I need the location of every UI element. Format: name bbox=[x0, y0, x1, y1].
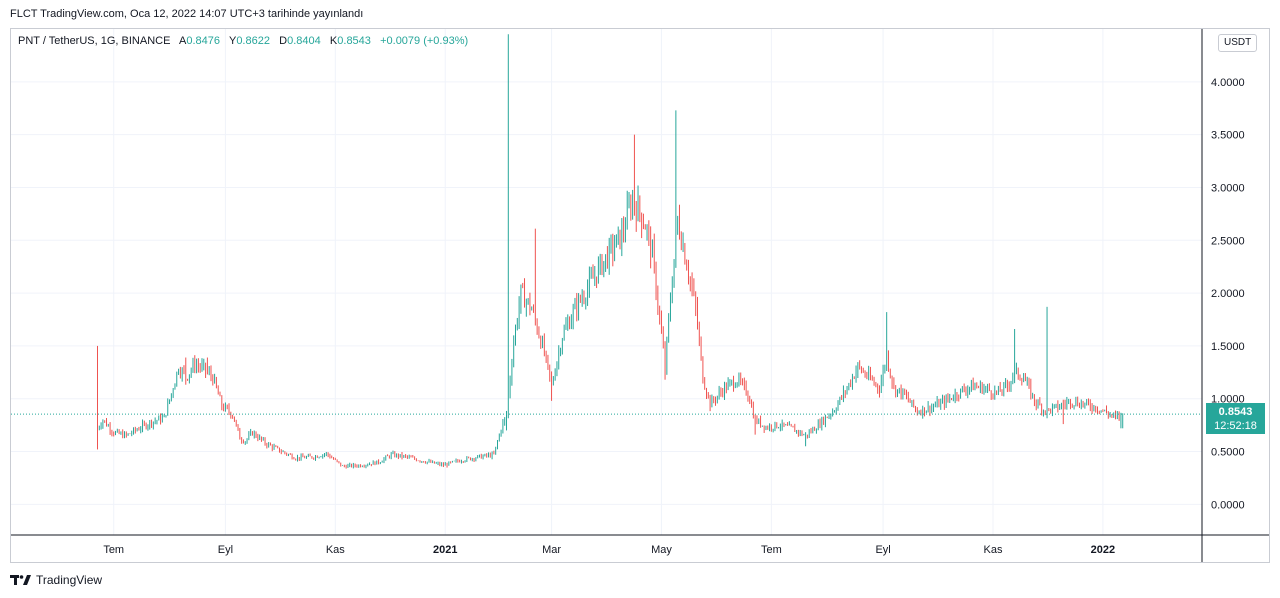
x-tick-label: Tem bbox=[103, 544, 124, 556]
currency-badge[interactable]: USDT bbox=[1218, 34, 1258, 52]
open-value: 0.8476 bbox=[186, 35, 220, 47]
x-tick-label: Eyl bbox=[218, 544, 233, 556]
close-value: 0.8543 bbox=[337, 35, 371, 47]
x-tick-label: May bbox=[651, 544, 672, 556]
low-label: D bbox=[279, 35, 288, 47]
low-value: 0.8404 bbox=[287, 35, 321, 47]
high-value: 0.8622 bbox=[236, 35, 270, 47]
y-tick-label: 0.0000 bbox=[1211, 499, 1245, 511]
x-tick-label: Eyl bbox=[875, 544, 890, 556]
open-label: A bbox=[178, 35, 187, 47]
y-tick-label: 2.0000 bbox=[1211, 288, 1245, 300]
brand-name: TradingView bbox=[36, 573, 103, 587]
x-tick-label: Tem bbox=[761, 544, 782, 556]
y-tick-label: 2.5000 bbox=[1211, 235, 1245, 247]
y-tick-label: 3.0000 bbox=[1211, 182, 1245, 194]
axes: 0.0000 0.5000 1.0000 1.5000 2.0000 2.5000 3.00… bbox=[11, 29, 1269, 562]
y-tick-label: 3.5000 bbox=[1211, 130, 1245, 142]
close-label: K bbox=[329, 35, 338, 47]
ohlc-legend: PNT / TetherUS, 1G, BINANCE A0.8476 Y0.8… bbox=[18, 35, 468, 47]
last-price-tag: 0.8543 12:52:18 bbox=[1206, 403, 1265, 434]
y-tick-label: 1.0000 bbox=[1211, 394, 1245, 406]
x-tick-label: Kas bbox=[984, 544, 1003, 556]
footer-brand[interactable]: TradingView bbox=[10, 573, 102, 587]
y-tick-label: 0.5000 bbox=[1211, 447, 1245, 459]
grid-lines bbox=[11, 29, 1202, 535]
x-tick-label: 2021 bbox=[433, 544, 457, 556]
change-value: +0.0079 (+0.93%) bbox=[380, 35, 469, 47]
candles bbox=[11, 34, 1202, 469]
bar-countdown: 12:52:18 bbox=[1214, 420, 1257, 432]
published-header: FLCT TradingView.com, Oca 12, 2022 14:07… bbox=[10, 8, 364, 20]
x-tick-label: Mar bbox=[542, 544, 561, 556]
y-tick-label: 1.5000 bbox=[1211, 341, 1245, 353]
chart-frame[interactable] bbox=[10, 28, 1270, 563]
x-tick-label: Kas bbox=[326, 544, 345, 556]
last-price-value: 0.8543 bbox=[1218, 406, 1253, 418]
y-tick-label: 4.0000 bbox=[1211, 77, 1245, 89]
high-label: Y bbox=[228, 35, 237, 47]
x-tick-label: 2022 bbox=[1091, 544, 1115, 556]
tradingview-logo-icon bbox=[10, 575, 31, 585]
symbol-label[interactable]: PNT / TetherUS, 1G, BINANCE bbox=[18, 35, 171, 47]
